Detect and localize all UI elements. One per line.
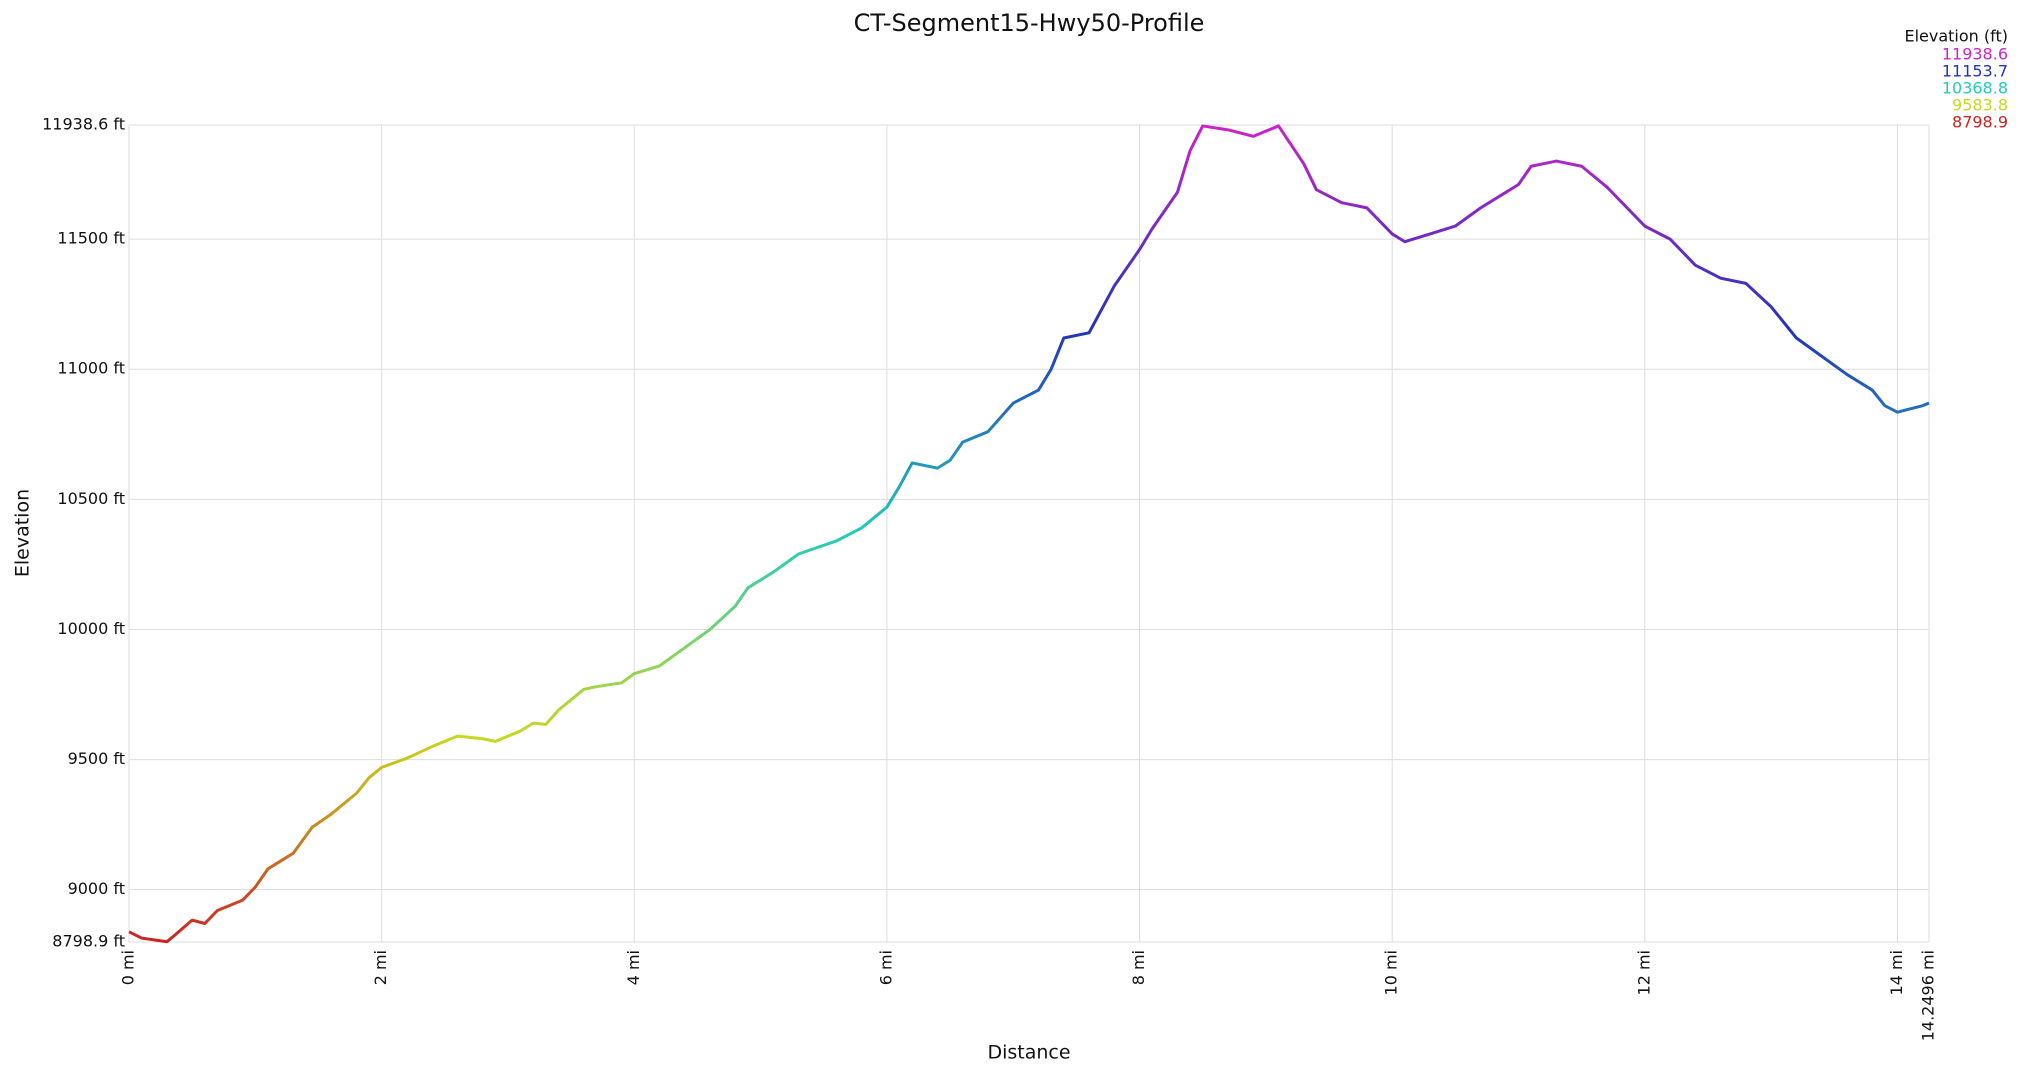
legend-value: 8798.9 bbox=[1952, 113, 2008, 132]
x-tick-label: 4 mi bbox=[624, 950, 643, 985]
legend-value: 10368.8 bbox=[1942, 79, 2008, 98]
elevation-line bbox=[128, 124, 1930, 944]
x-tick-label: 14 mi bbox=[1887, 950, 1906, 995]
legend-value: 11938.6 bbox=[1942, 45, 2008, 64]
x-tick-label: 10 mi bbox=[1382, 950, 1401, 995]
y-tick-label: 11938.6 ft bbox=[42, 115, 125, 134]
x-tick-label: 0 mi bbox=[119, 950, 138, 985]
x-tick-label: 6 mi bbox=[876, 950, 895, 985]
x-tick-label: 14.2496 mi bbox=[1919, 950, 1938, 1041]
y-tick-label: 11000 ft bbox=[57, 359, 125, 378]
legend-value: 11153.7 bbox=[1942, 62, 2008, 81]
y-tick-label: 10500 ft bbox=[57, 489, 125, 508]
y-tick-label: 9000 ft bbox=[68, 879, 125, 898]
x-axis-label: Distance bbox=[987, 1042, 1070, 1064]
y-tick-label: 9500 ft bbox=[68, 749, 125, 768]
x-tick-label: 8 mi bbox=[1129, 950, 1148, 985]
y-axis-label: Elevation bbox=[12, 489, 34, 577]
y-tick-label: 10000 ft bbox=[57, 619, 125, 638]
x-tick-label: 2 mi bbox=[371, 950, 390, 985]
y-tick-label: 8798.9 ft bbox=[52, 932, 125, 951]
legend-value: 9583.8 bbox=[1952, 96, 2008, 115]
y-tick-label: 11500 ft bbox=[57, 229, 125, 248]
chart-title: CT-Segment15-Hwy50-Profile bbox=[854, 9, 1205, 37]
x-tick-label: 12 mi bbox=[1634, 950, 1653, 995]
legend-title: Elevation (ft) bbox=[1904, 27, 2008, 46]
